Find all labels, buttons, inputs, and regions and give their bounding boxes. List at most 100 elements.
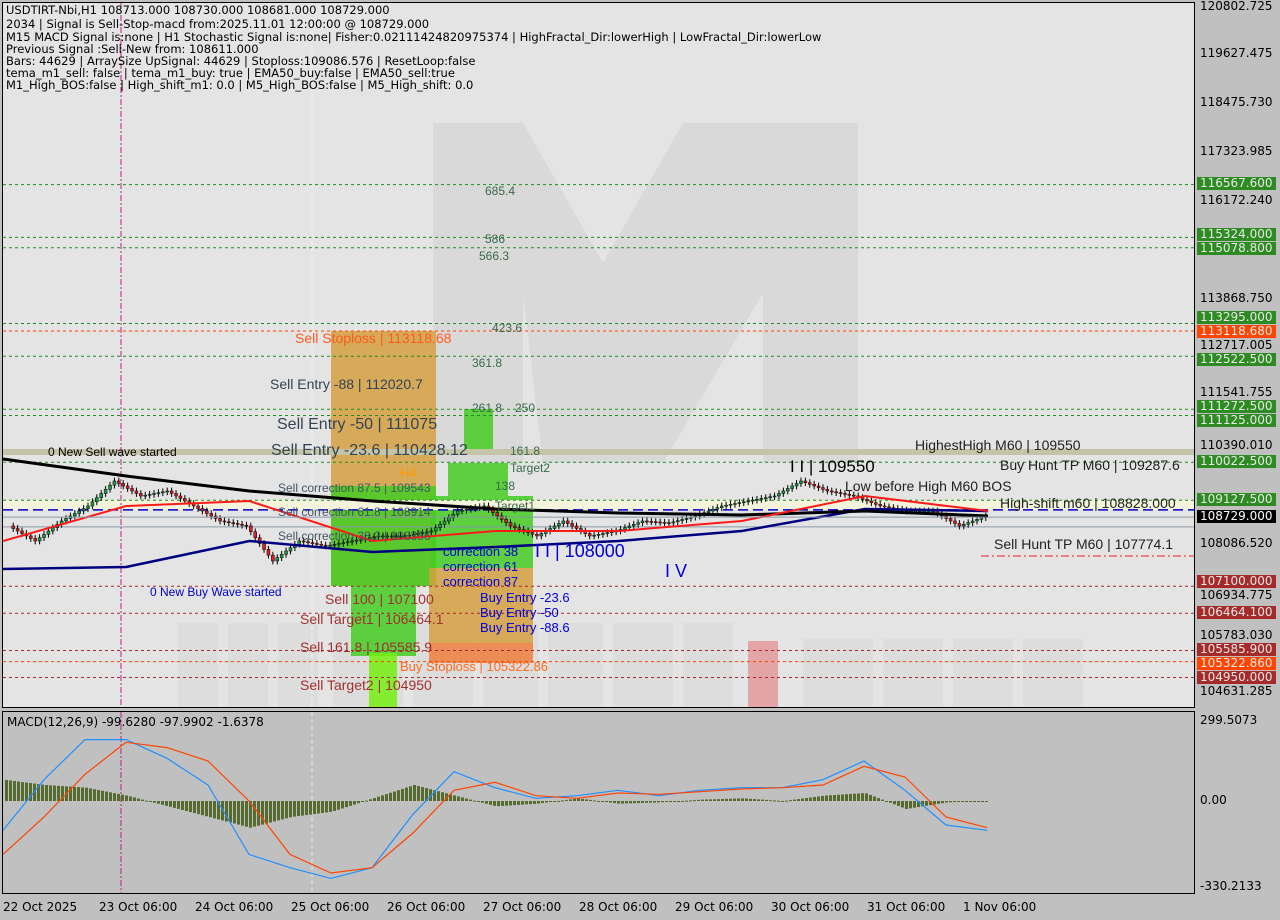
candle-body (134, 490, 139, 494)
candle-body (103, 489, 108, 494)
price-tag-green: 110022.500 (1197, 454, 1276, 468)
candle-body (235, 523, 240, 525)
price-axis-label: 111541.755 (1200, 385, 1273, 399)
candle-body (411, 534, 416, 536)
macd-histogram-bar (369, 799, 372, 801)
annotation-fib-586: 586 (485, 232, 506, 246)
resistance-band (3, 449, 1194, 455)
macd-axis-label: 0.00 (1200, 793, 1227, 807)
candle-body (442, 520, 447, 525)
macd-indicator-pane[interactable]: MACD(12,26,9) -99.6280 -97.9902 -1.6378 (2, 711, 1195, 894)
macd-histogram-bar (981, 801, 984, 802)
macd-histogram-bar (649, 801, 652, 803)
macd-histogram-bar (153, 801, 156, 803)
macd-histogram-bar (677, 801, 680, 802)
macd-histogram-bar (873, 796, 876, 801)
macd-histogram-bar (917, 801, 920, 808)
annotation-new-buy-wave: 0 New Buy Wave started (150, 585, 282, 599)
macd-histogram-bar (505, 801, 508, 806)
macd-histogram-bar (405, 787, 408, 801)
price-axis-label: 104631.285 (1200, 684, 1273, 699)
macd-histogram-bar (133, 797, 136, 801)
macd-histogram-bar (817, 796, 820, 801)
macd-histogram-bar (517, 801, 520, 805)
candle-body (403, 535, 407, 538)
candle-body (821, 487, 825, 490)
macd-signal-line (3, 741, 988, 874)
candle-body (125, 485, 130, 489)
candle-body (323, 544, 328, 547)
candle-body (970, 520, 975, 523)
range-band (3, 500, 1194, 510)
candle-body (671, 521, 676, 524)
macd-histogram-bar (953, 801, 956, 803)
macd-histogram-bar (521, 801, 524, 805)
candle-body (843, 493, 847, 495)
candle-body (227, 521, 231, 524)
watermark-accent (748, 641, 778, 707)
macd-histogram-bar (597, 800, 600, 802)
macd-histogram-bar (737, 798, 740, 801)
macd-histogram-bar (797, 799, 800, 801)
macd-histogram-bar (601, 801, 604, 802)
macd-histogram-bar (325, 801, 328, 813)
macd-histogram-bar (497, 801, 500, 807)
macd-histogram-bar (357, 801, 360, 804)
annotation-correction-61: correction 61 (443, 559, 519, 574)
date-axis-label: 23 Oct 06:00 (99, 900, 178, 914)
macd-histogram-bar (961, 801, 964, 802)
macd-title: MACD(12,26,9) -99.6280 -97.9902 -1.6378 (7, 715, 264, 729)
macd-histogram-bar (541, 801, 544, 804)
candle-body (587, 533, 592, 537)
candle-body (794, 483, 799, 487)
date-axis-label: 31 Oct 06:00 (867, 900, 946, 914)
macd-histogram-bar (309, 801, 312, 815)
macd-histogram-bar (169, 801, 172, 807)
macd-histogram-bar (181, 801, 184, 810)
macd-histogram-bar (921, 801, 924, 807)
price-chart-pane[interactable] (2, 2, 1195, 708)
candle-body (337, 543, 341, 545)
macd-histogram-bar (101, 790, 104, 801)
candle-body (354, 539, 359, 542)
price-axis-label: 119627.475 (1200, 46, 1273, 61)
candle-body (385, 535, 390, 538)
macd-histogram-bar (445, 793, 448, 801)
candle-body (438, 524, 442, 528)
macd-histogram-bar (345, 801, 348, 808)
macd-histogram-bar (161, 801, 164, 805)
trade-zone-4 (464, 409, 493, 454)
macd-histogram-bar (561, 800, 564, 802)
candle-body (662, 522, 667, 524)
macd-histogram-bar (209, 801, 212, 818)
price-tag-green: 111125.000 (1197, 414, 1276, 428)
macd-histogram-bar (285, 801, 288, 819)
candle-body (398, 535, 403, 538)
macd-histogram-bar (825, 795, 828, 801)
macd-histogram-bar (377, 796, 380, 801)
annotation-sell-entry-23: Sell Entry -23.6 | 110428.12 (271, 442, 468, 459)
candle-body (772, 495, 777, 498)
candle-body (979, 517, 984, 520)
macd-histogram-bar (705, 799, 708, 801)
candle-body (90, 501, 95, 507)
candle-body (962, 524, 966, 527)
macd-histogram-bar (613, 801, 616, 804)
macd-histogram-bar (149, 801, 152, 802)
candle-body (746, 500, 750, 503)
watermark-letter-shape (683, 623, 733, 707)
macd-histogram-bar (769, 800, 772, 802)
macd-histogram-bar (45, 785, 48, 801)
annotation-wave-iv: I V (665, 561, 688, 581)
annotation-sell-stoploss: Sell Stoploss | 113118.68 (295, 330, 452, 346)
macd-histogram-bar (569, 799, 572, 801)
candle-body (865, 499, 869, 502)
watermark-letter-shape (613, 623, 673, 707)
price-tag-current: 108729.000 (1197, 509, 1276, 523)
date-axis-label: 27 Oct 06:00 (483, 900, 562, 914)
macd-histogram-bar (217, 801, 220, 820)
trade-zone-2 (351, 586, 416, 656)
macd-histogram-bar (525, 801, 528, 805)
candle-body (830, 490, 834, 493)
candle-body (447, 517, 451, 522)
